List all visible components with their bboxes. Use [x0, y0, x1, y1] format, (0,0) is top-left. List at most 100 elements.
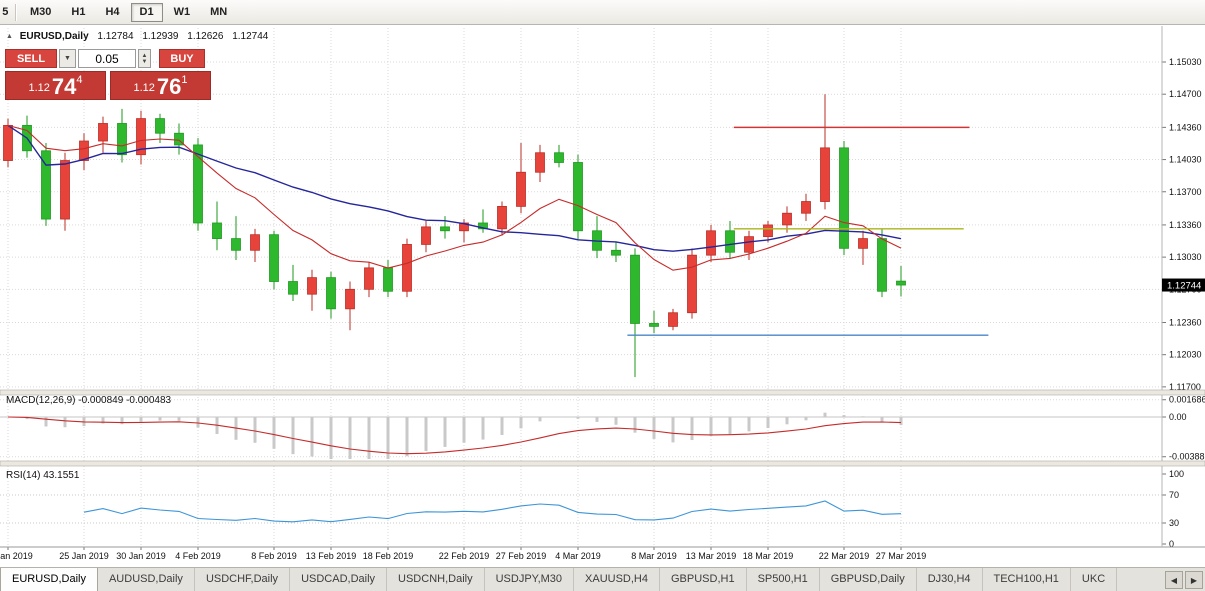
timeframe-button-d1[interactable]: D1 — [130, 2, 163, 22]
timeframe-button-m30[interactable]: M30 — [21, 3, 60, 22]
svg-text:1.14030: 1.14030 — [1169, 155, 1202, 165]
chart-tab-eurusd-daily[interactable]: EURUSD,Daily — [0, 568, 98, 591]
svg-text:27 Mar 2019: 27 Mar 2019 — [876, 551, 927, 561]
svg-text:0.00: 0.00 — [1169, 412, 1187, 422]
ma-fast-line — [7, 124, 902, 271]
svg-text:13 Mar 2019: 13 Mar 2019 — [686, 551, 737, 561]
tabs-scroll-controls: ◀ ▶ — [1163, 571, 1203, 589]
macd-panel-layer: 0.001686 0.00 -0.00388 — [0, 395, 1205, 462]
svg-text:21 Jan 2019: 21 Jan 2019 — [0, 551, 33, 561]
one-click-trading-panel: SELL ▼ ▲ ▼ BUY 1.12 74 4 1.12 — [5, 49, 217, 100]
svg-text:13 Feb 2019: 13 Feb 2019 — [306, 551, 357, 561]
toolbar-separator — [15, 3, 16, 21]
timeframe-button-w1[interactable]: W1 — [165, 3, 200, 22]
svg-text:70: 70 — [1169, 490, 1179, 500]
rsi-indicator-label: RSI(14) 43.1551 — [6, 470, 80, 481]
chart-tab-usdcnh-daily[interactable]: USDCNH,Daily — [387, 568, 485, 591]
sell-button[interactable]: SELL — [5, 49, 57, 68]
volume-spinner[interactable]: ▲ ▼ — [138, 49, 151, 68]
chart-tab-audusd-daily[interactable]: AUDUSD,Daily — [97, 568, 195, 591]
svg-text:1.13360: 1.13360 — [1169, 220, 1202, 230]
svg-text:30: 30 — [1169, 518, 1179, 528]
chart-canvas[interactable]: 0.001686 0.00 -0.00388 100 70 30 0 1.15030 1.147… — [0, 26, 1205, 567]
timeframe-clipped-label: M15 — [2, 6, 9, 18]
svg-text:22 Mar 2019: 22 Mar 2019 — [819, 551, 870, 561]
rsi-line — [83, 500, 902, 523]
chart-area: 0.001686 0.00 -0.00388 100 70 30 0 1.15030 1.147… — [0, 26, 1205, 567]
buy-price-display[interactable]: 1.12 76 1 — [110, 71, 211, 100]
svg-text:1.12360: 1.12360 — [1169, 317, 1202, 327]
rsi-panel-layer: 100 70 30 0 — [0, 469, 1184, 549]
svg-text:0.001686: 0.001686 — [1169, 395, 1205, 405]
svg-text:8 Feb 2019: 8 Feb 2019 — [251, 551, 297, 561]
svg-text:1.14360: 1.14360 — [1169, 122, 1202, 132]
svg-text:18 Feb 2019: 18 Feb 2019 — [363, 551, 414, 561]
tabs-scroll-right-button[interactable]: ▶ — [1185, 571, 1203, 589]
symbol-header: ▲ EURUSD,Daily 1.12784 1.12939 1.12626 1… — [6, 31, 268, 42]
timeframe-clipped-button[interactable]: M15 — [2, 3, 13, 22]
symbol-label: EURUSD,Daily — [19, 31, 89, 42]
trade-panel-controls-row: SELL ▼ ▲ ▼ BUY — [5, 49, 217, 68]
sell-price-prefix: 1.12 — [28, 82, 50, 94]
timeframe-button-h1[interactable]: H1 — [62, 3, 94, 22]
buy-price-pip-digit: 1 — [181, 74, 188, 86]
svg-text:-0.00388: -0.00388 — [1169, 452, 1205, 462]
timeframe-button-mn[interactable]: MN — [201, 3, 236, 22]
svg-text:100: 100 — [1169, 469, 1184, 479]
svg-text:1.11700: 1.11700 — [1169, 382, 1201, 392]
ohlc-high: 1.12939 — [142, 31, 179, 42]
moving-averages-layer — [7, 124, 902, 271]
sell-price-display[interactable]: 1.12 74 4 — [5, 71, 106, 100]
timeframe-button-h4[interactable]: H4 — [96, 3, 128, 22]
tabs-scroll-left-button[interactable]: ◀ — [1165, 571, 1183, 589]
spinner-up-icon: ▲ — [141, 52, 148, 59]
chart-tab-gbpusd-daily[interactable]: GBPUSD,Daily — [819, 568, 917, 591]
timeframe-buttons-group: M30 H1 H4 D1 W1 MN — [20, 2, 237, 22]
sell-price-big-digits: 74 — [51, 74, 77, 99]
sell-price-pip-digit: 4 — [76, 74, 83, 86]
volume-dropdown-button[interactable]: ▼ — [59, 49, 76, 68]
volume-input[interactable] — [78, 49, 136, 68]
chart-tab-xauusd-h4[interactable]: XAUUSD,H4 — [574, 568, 660, 591]
buy-price-prefix: 1.12 — [133, 82, 155, 94]
svg-text:25 Jan 2019: 25 Jan 2019 — [59, 551, 109, 561]
chart-tab-gbpusd-h1[interactable]: GBPUSD,H1 — [660, 568, 747, 591]
svg-text:18 Mar 2019: 18 Mar 2019 — [743, 551, 794, 561]
ohlc-open: 1.12784 — [97, 31, 134, 42]
svg-text:1.13700: 1.13700 — [1169, 187, 1202, 197]
chart-tab-usdchf-daily[interactable]: USDCHF,Daily — [194, 568, 291, 591]
collapse-panel-icon[interactable]: ▲ — [6, 33, 13, 40]
trade-panel-prices-row: 1.12 74 4 1.12 76 1 — [5, 71, 217, 100]
chart-tabs-list: EURUSD,Daily AUDUSD,Daily USDCHF,Daily USDC… — [0, 568, 1205, 591]
chart-tab-usdjpy-m30[interactable]: USDJPY,M30 — [484, 568, 575, 591]
axes-layer: 1.15030 1.14700 1.14360 1.14030 1.13700 1.133… — [0, 26, 1205, 561]
svg-text:1.13030: 1.13030 — [1169, 252, 1202, 262]
chart-tab-ukc[interactable]: UKC — [1070, 568, 1118, 591]
chart-tab-usdcad-daily[interactable]: USDCAD,Daily — [290, 568, 388, 591]
svg-text:4 Feb 2019: 4 Feb 2019 — [175, 551, 221, 561]
macd-signal-line — [7, 416, 902, 455]
arrow-right-icon: ▶ — [1190, 575, 1198, 585]
chart-tab-sp500-h1[interactable]: SP500,H1 — [746, 568, 820, 591]
current-price-tag: 1.12744 — [1162, 278, 1205, 292]
svg-text:1.12744: 1.12744 — [1167, 281, 1201, 292]
svg-text:1.15030: 1.15030 — [1169, 57, 1202, 67]
svg-text:0: 0 — [1169, 539, 1174, 549]
ohlc-close: 1.12744 — [232, 31, 269, 42]
svg-text:22 Feb 2019: 22 Feb 2019 — [439, 551, 490, 561]
buy-button[interactable]: BUY — [159, 49, 205, 68]
ma-slow-line — [7, 124, 902, 252]
svg-text:1.12030: 1.12030 — [1169, 350, 1202, 360]
grid-layer — [0, 28, 1162, 547]
svg-text:1.14700: 1.14700 — [1169, 89, 1202, 99]
buy-price-big-digits: 76 — [156, 74, 182, 99]
svg-text:27 Feb 2019: 27 Feb 2019 — [496, 551, 547, 561]
svg-text:8 Mar 2019: 8 Mar 2019 — [631, 551, 677, 561]
spinner-down-icon: ▼ — [141, 58, 148, 65]
svg-text:30 Jan 2019: 30 Jan 2019 — [116, 551, 166, 561]
chart-tab-dj30-h4[interactable]: DJ30,H4 — [916, 568, 983, 591]
chart-tab-tech100-h1[interactable]: TECH100,H1 — [982, 568, 1071, 591]
horizontal-lines-layer — [627, 126, 989, 336]
ohlc-low: 1.12626 — [187, 31, 224, 42]
